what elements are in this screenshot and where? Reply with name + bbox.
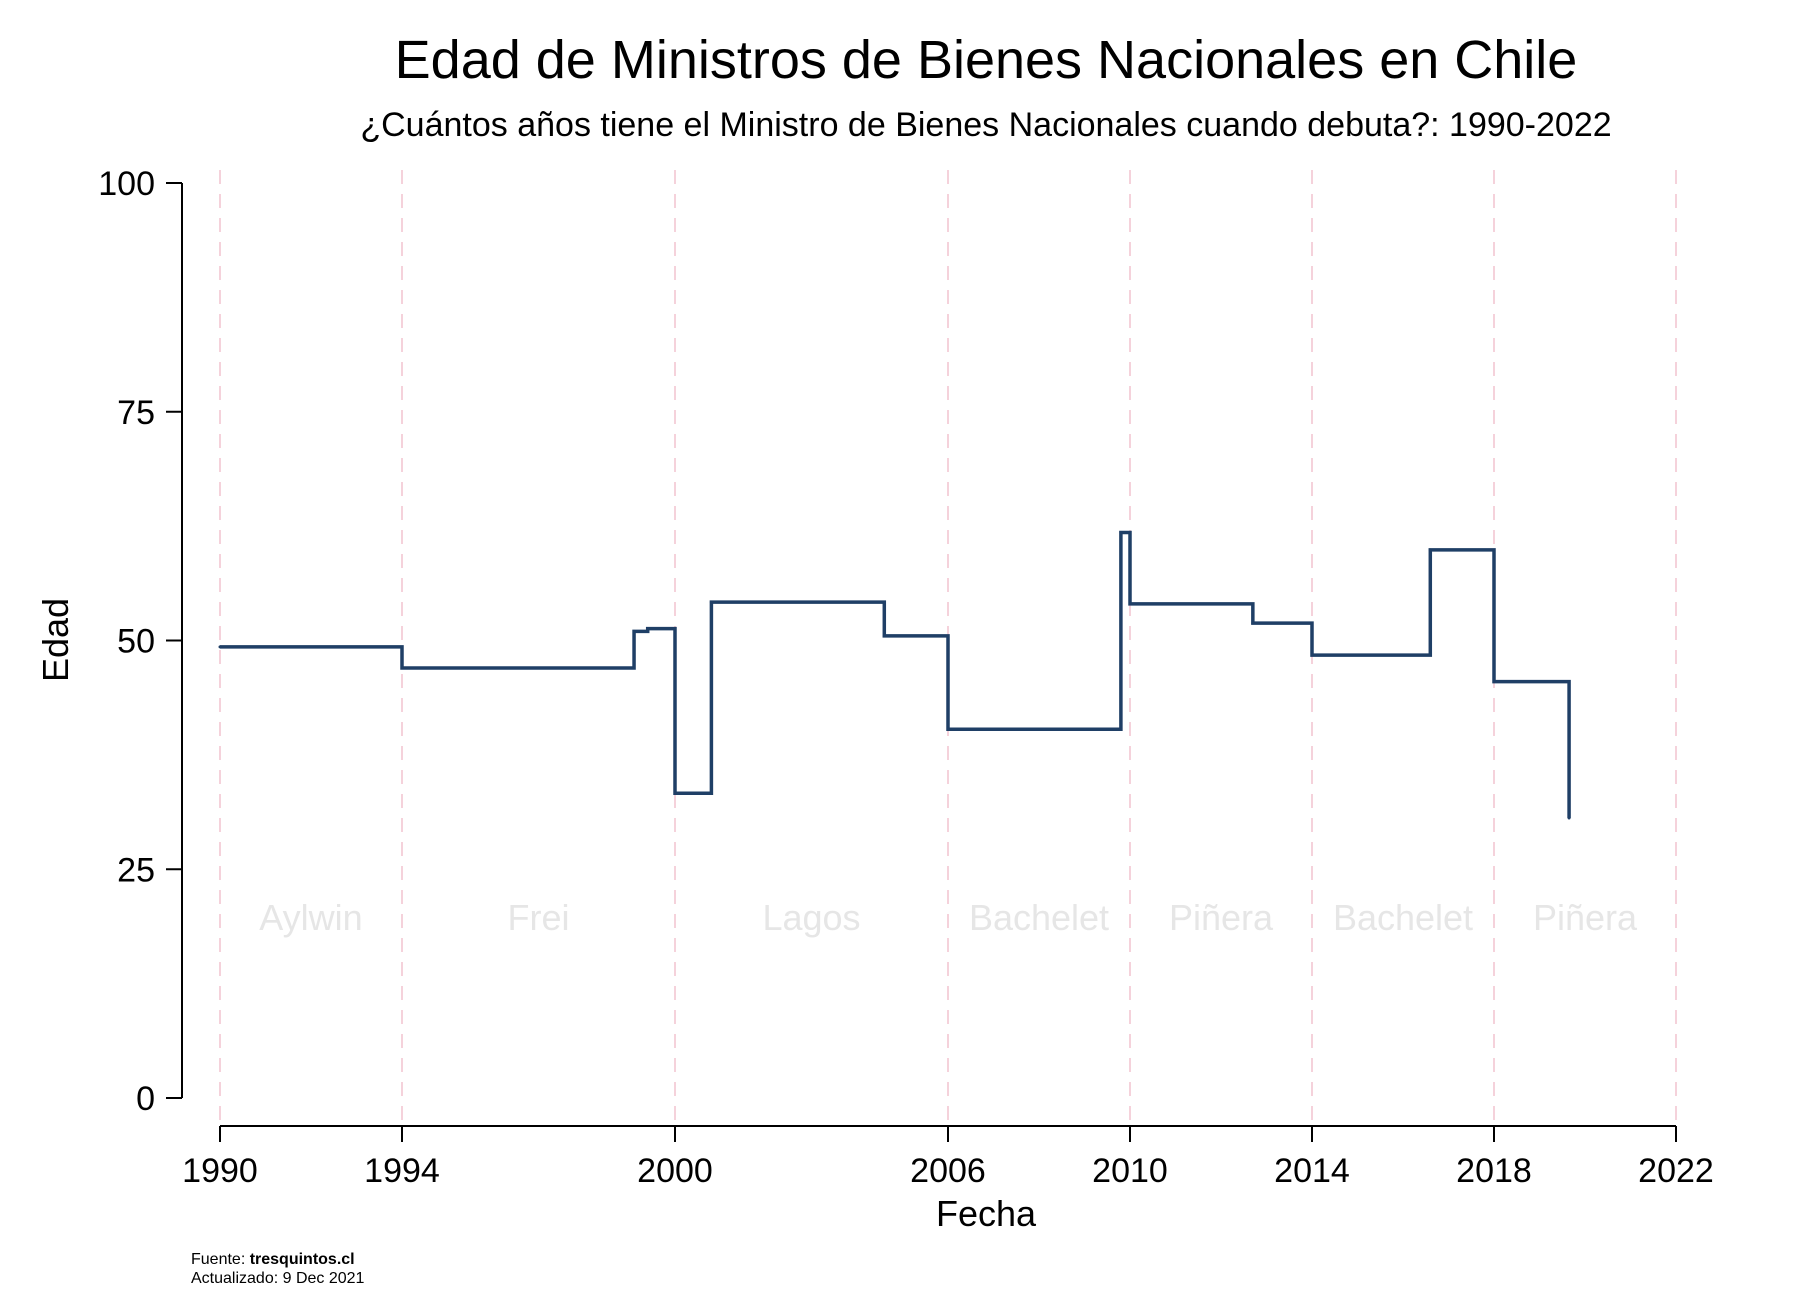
era-boundary-lines (219, 170, 1677, 1126)
x-tick-label-0: 1990 (182, 1152, 258, 1190)
era-label-2: Lagos (762, 897, 860, 938)
era-label-5: Bachelet (1333, 897, 1473, 938)
series-line-0 (220, 530, 1571, 819)
y-axis-label: Edad (35, 598, 76, 682)
x-tick-label-2: 2000 (637, 1152, 713, 1190)
x-axis-label: Fecha (936, 1193, 1037, 1234)
era-label-6: Piñera (1533, 897, 1638, 938)
data-point-0-14 (1567, 816, 1571, 820)
chart-title: Edad de Ministros de Bienes Nacionales e… (395, 30, 1578, 90)
y-tick-label-3: 75 (117, 394, 155, 432)
data-point-0-12 (1428, 548, 1432, 552)
data-point-0-4 (673, 791, 677, 795)
footer-source-label: Fuente: (191, 1251, 250, 1268)
x-tick-label-4: 2010 (1092, 1152, 1168, 1190)
x-tick-label-5: 2014 (1274, 1152, 1350, 1190)
data-point-0-0 (218, 645, 222, 649)
data-point-0-11 (1310, 653, 1314, 657)
era-label-1: Frei (508, 897, 570, 938)
era-label-3: Bachelet (969, 897, 1109, 938)
x-tick-label-1: 1994 (364, 1152, 440, 1190)
footer-updated: Actualizado: 9 Dec 2021 (191, 1270, 365, 1287)
footer-source: Fuente: tresquintos.cl (191, 1251, 355, 1268)
x-tick-label-3: 2006 (910, 1152, 986, 1190)
y-tick-label-4: 100 (98, 165, 155, 203)
x-tick-label-6: 2018 (1456, 1152, 1532, 1190)
data-point-0-2 (632, 629, 636, 633)
y-tick-label-0: 0 (136, 1080, 155, 1118)
series-group (218, 530, 1571, 820)
data-point-0-13 (1492, 680, 1496, 684)
era-labels: Aylwin Frei Lagos Bachelet Piñera Bachelet Piñ… (259, 897, 1638, 938)
data-point-0-3 (646, 627, 650, 631)
footer-source-value: tresquintos.cl (250, 1251, 355, 1268)
x-tick-label-7: 2022 (1638, 1152, 1714, 1190)
y-tick-label-2: 50 (117, 623, 155, 661)
y-axis-ticks: 0 25 50 75 100 (98, 165, 182, 1118)
x-axis-ticks: 1990 1994 2000 2006 2010 2014 2018 2022 (182, 1126, 1714, 1190)
data-point-0-1 (400, 666, 404, 670)
data-point-0-10 (1251, 621, 1255, 625)
data-point-0-9 (1128, 602, 1132, 606)
data-point-0-8 (1119, 531, 1123, 535)
era-label-0: Aylwin (259, 897, 362, 938)
data-point-0-5 (709, 600, 713, 604)
data-point-0-7 (946, 727, 950, 731)
era-label-4: Piñera (1169, 897, 1274, 938)
chart-subtitle: ¿Cuántos años tiene el Ministro de Biene… (360, 106, 1611, 144)
data-point-0-6 (882, 634, 886, 638)
y-tick-label-1: 25 (117, 851, 155, 889)
